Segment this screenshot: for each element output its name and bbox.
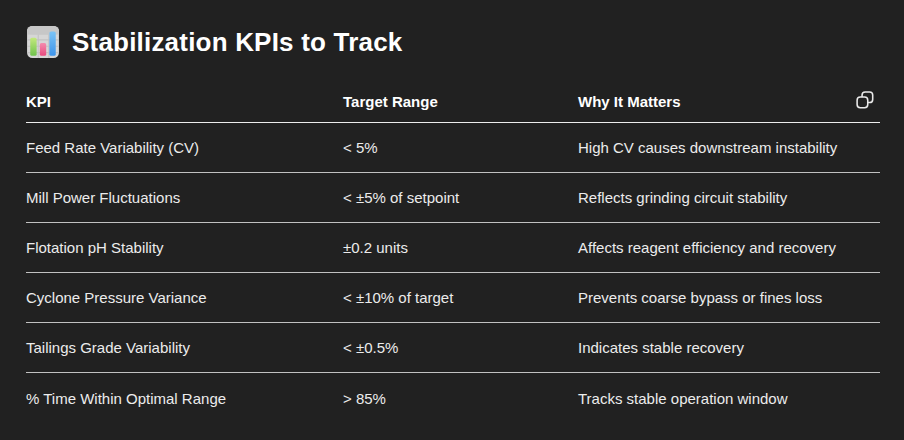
cell-why-it-matters: High CV causes downstream instability [578, 139, 880, 156]
title-row: Stabilization KPIs to Track [26, 25, 880, 59]
cell-target-range: ±0.2 units [343, 239, 578, 256]
cell-why-it-matters: Affects reagent efficiency and recovery [578, 239, 880, 256]
cell-kpi: Feed Rate Variability (CV) [26, 139, 343, 156]
table-body: Feed Rate Variability (CV) < 5% High CV … [26, 123, 880, 423]
cell-kpi: Tailings Grade Variability [26, 339, 343, 356]
cell-why-it-matters: Reflects grinding circuit stability [578, 189, 880, 206]
cell-target-range: > 85% [343, 390, 578, 407]
column-header-target-range: Target Range [343, 93, 578, 110]
copy-table-button[interactable] [852, 87, 878, 113]
cell-why-it-matters: Indicates stable recovery [578, 339, 880, 356]
kpi-table: KPI Target Range Why It Matters Feed Rat… [26, 79, 880, 423]
table-row: Flotation pH Stability ±0.2 units Affect… [26, 223, 880, 273]
table-row: % Time Within Optimal Range > 85% Tracks… [26, 373, 880, 423]
page: Stabilization KPIs to Track KPI Target R… [0, 0, 904, 423]
bar-chart-icon [26, 25, 60, 59]
cell-kpi: Cyclone Pressure Variance [26, 289, 343, 306]
page-title: Stabilization KPIs to Track [72, 27, 402, 58]
cell-target-range: < ±5% of setpoint [343, 189, 578, 206]
cell-why-it-matters: Prevents coarse bypass or fines loss [578, 289, 880, 306]
table-row: Cyclone Pressure Variance < ±10% of targ… [26, 273, 880, 323]
table-header-row: KPI Target Range Why It Matters [26, 79, 880, 123]
table-row: Mill Power Fluctuations < ±5% of setpoin… [26, 173, 880, 223]
cell-target-range: < ±10% of target [343, 289, 578, 306]
cell-kpi: Mill Power Fluctuations [26, 189, 343, 206]
column-header-kpi: KPI [26, 93, 343, 110]
cell-kpi: % Time Within Optimal Range [26, 390, 343, 407]
column-header-why-it-matters: Why It Matters [578, 93, 880, 110]
copy-icon [854, 89, 876, 111]
table-row: Tailings Grade Variability < ±0.5% Indic… [26, 323, 880, 373]
cell-target-range: < ±0.5% [343, 339, 578, 356]
cell-target-range: < 5% [343, 139, 578, 156]
table-row: Feed Rate Variability (CV) < 5% High CV … [26, 123, 880, 173]
cell-kpi: Flotation pH Stability [26, 239, 343, 256]
cell-why-it-matters: Tracks stable operation window [578, 390, 880, 407]
